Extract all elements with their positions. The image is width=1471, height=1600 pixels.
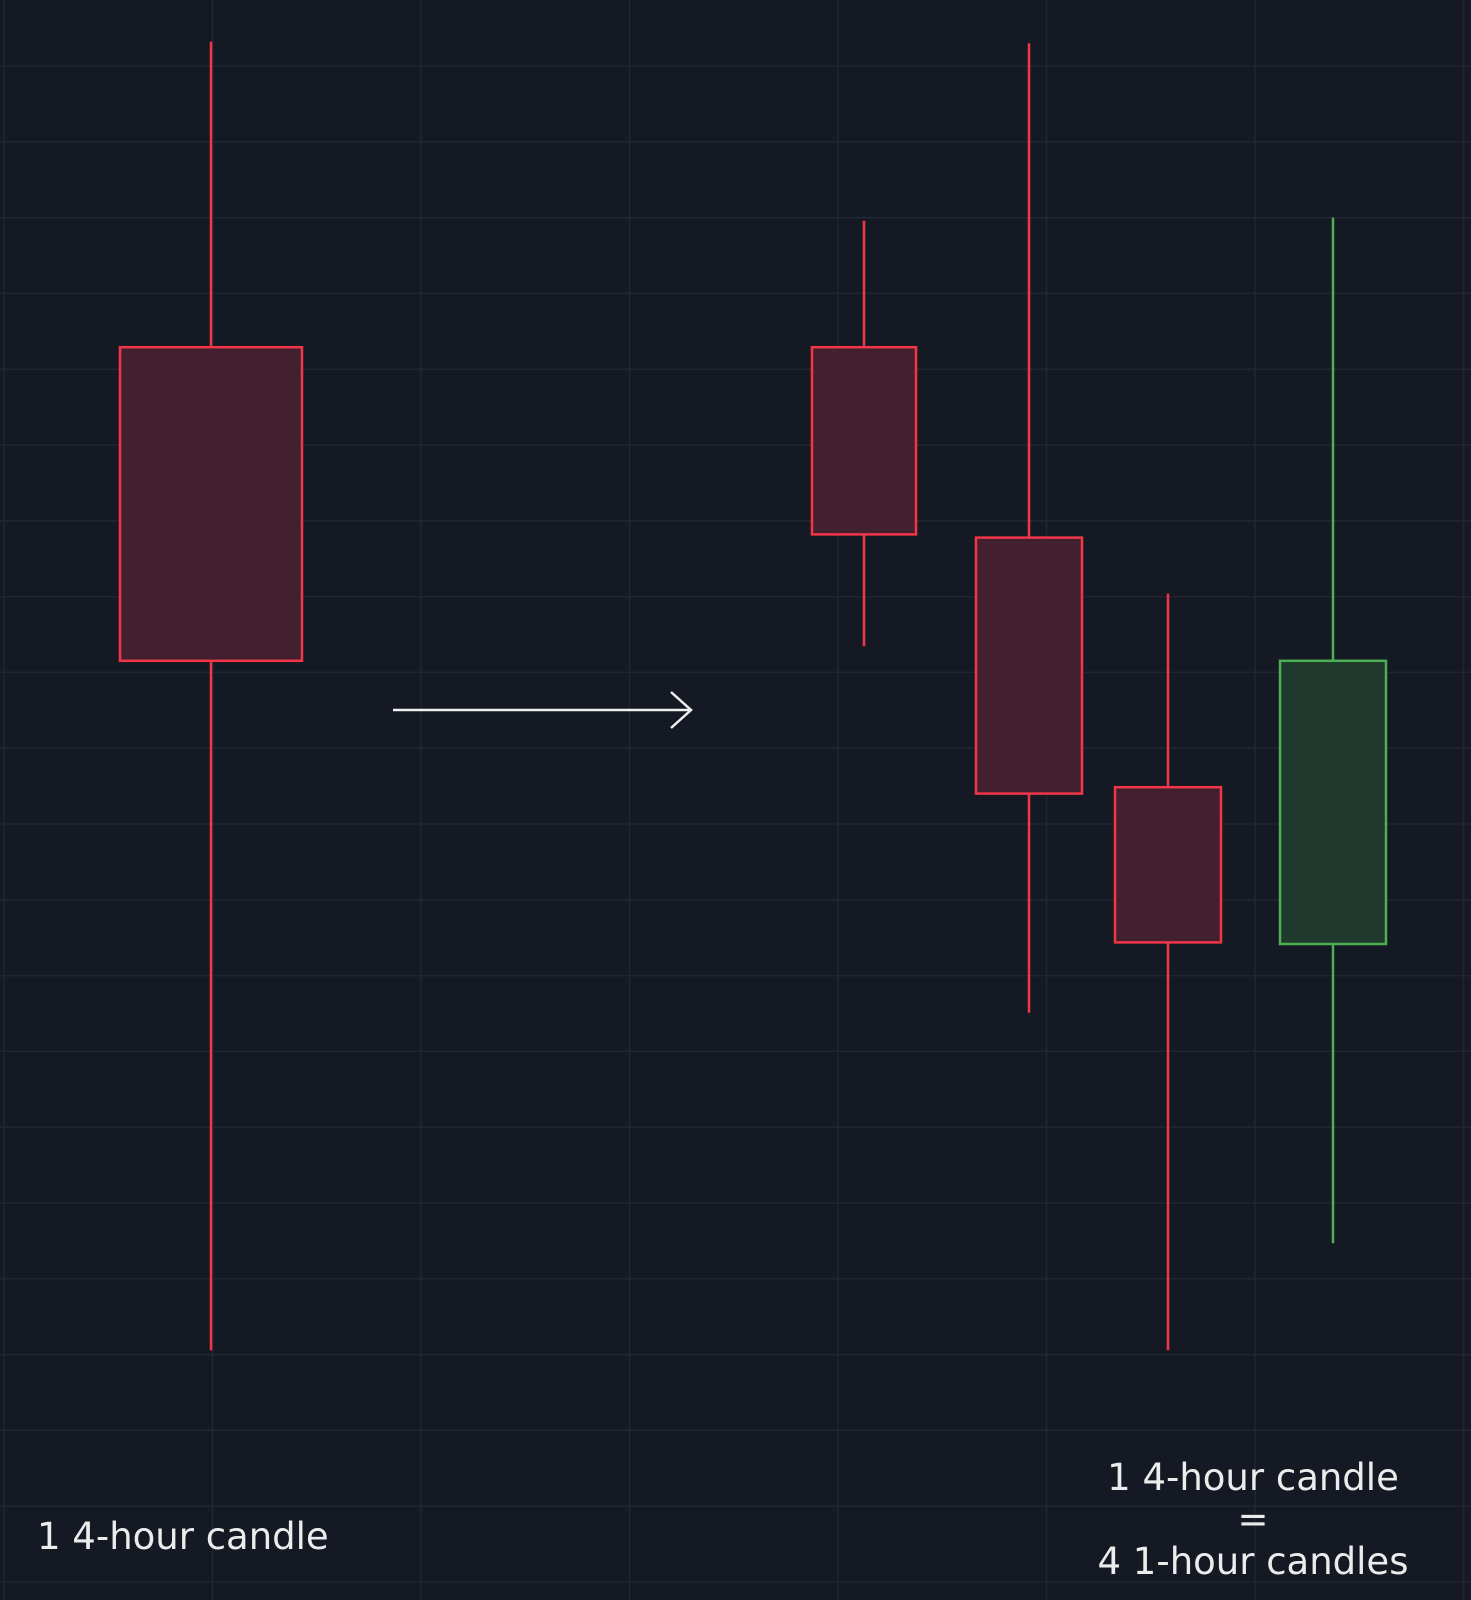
label-equation-line-1: 1 4-hour candle (1107, 1456, 1399, 1499)
label-equation-line-2: = (1237, 1498, 1268, 1541)
candle (1278, 217, 1388, 1244)
label-4h-candle: 1 4-hour candle (37, 1515, 329, 1558)
candle-body (974, 536, 1084, 795)
candle (1113, 593, 1223, 1351)
candle-body (118, 345, 304, 663)
candle (810, 220, 918, 647)
candle-body (810, 345, 918, 536)
candle (974, 43, 1084, 1013)
candle-body (1113, 785, 1223, 944)
candle-body (1278, 659, 1388, 946)
arrow-annotation (393, 691, 693, 729)
arrow-head-icon (670, 691, 693, 729)
label-equation-line-3: 4 1-hour candles (1098, 1540, 1409, 1583)
candles (118, 41, 1388, 1351)
candle (118, 41, 304, 1351)
